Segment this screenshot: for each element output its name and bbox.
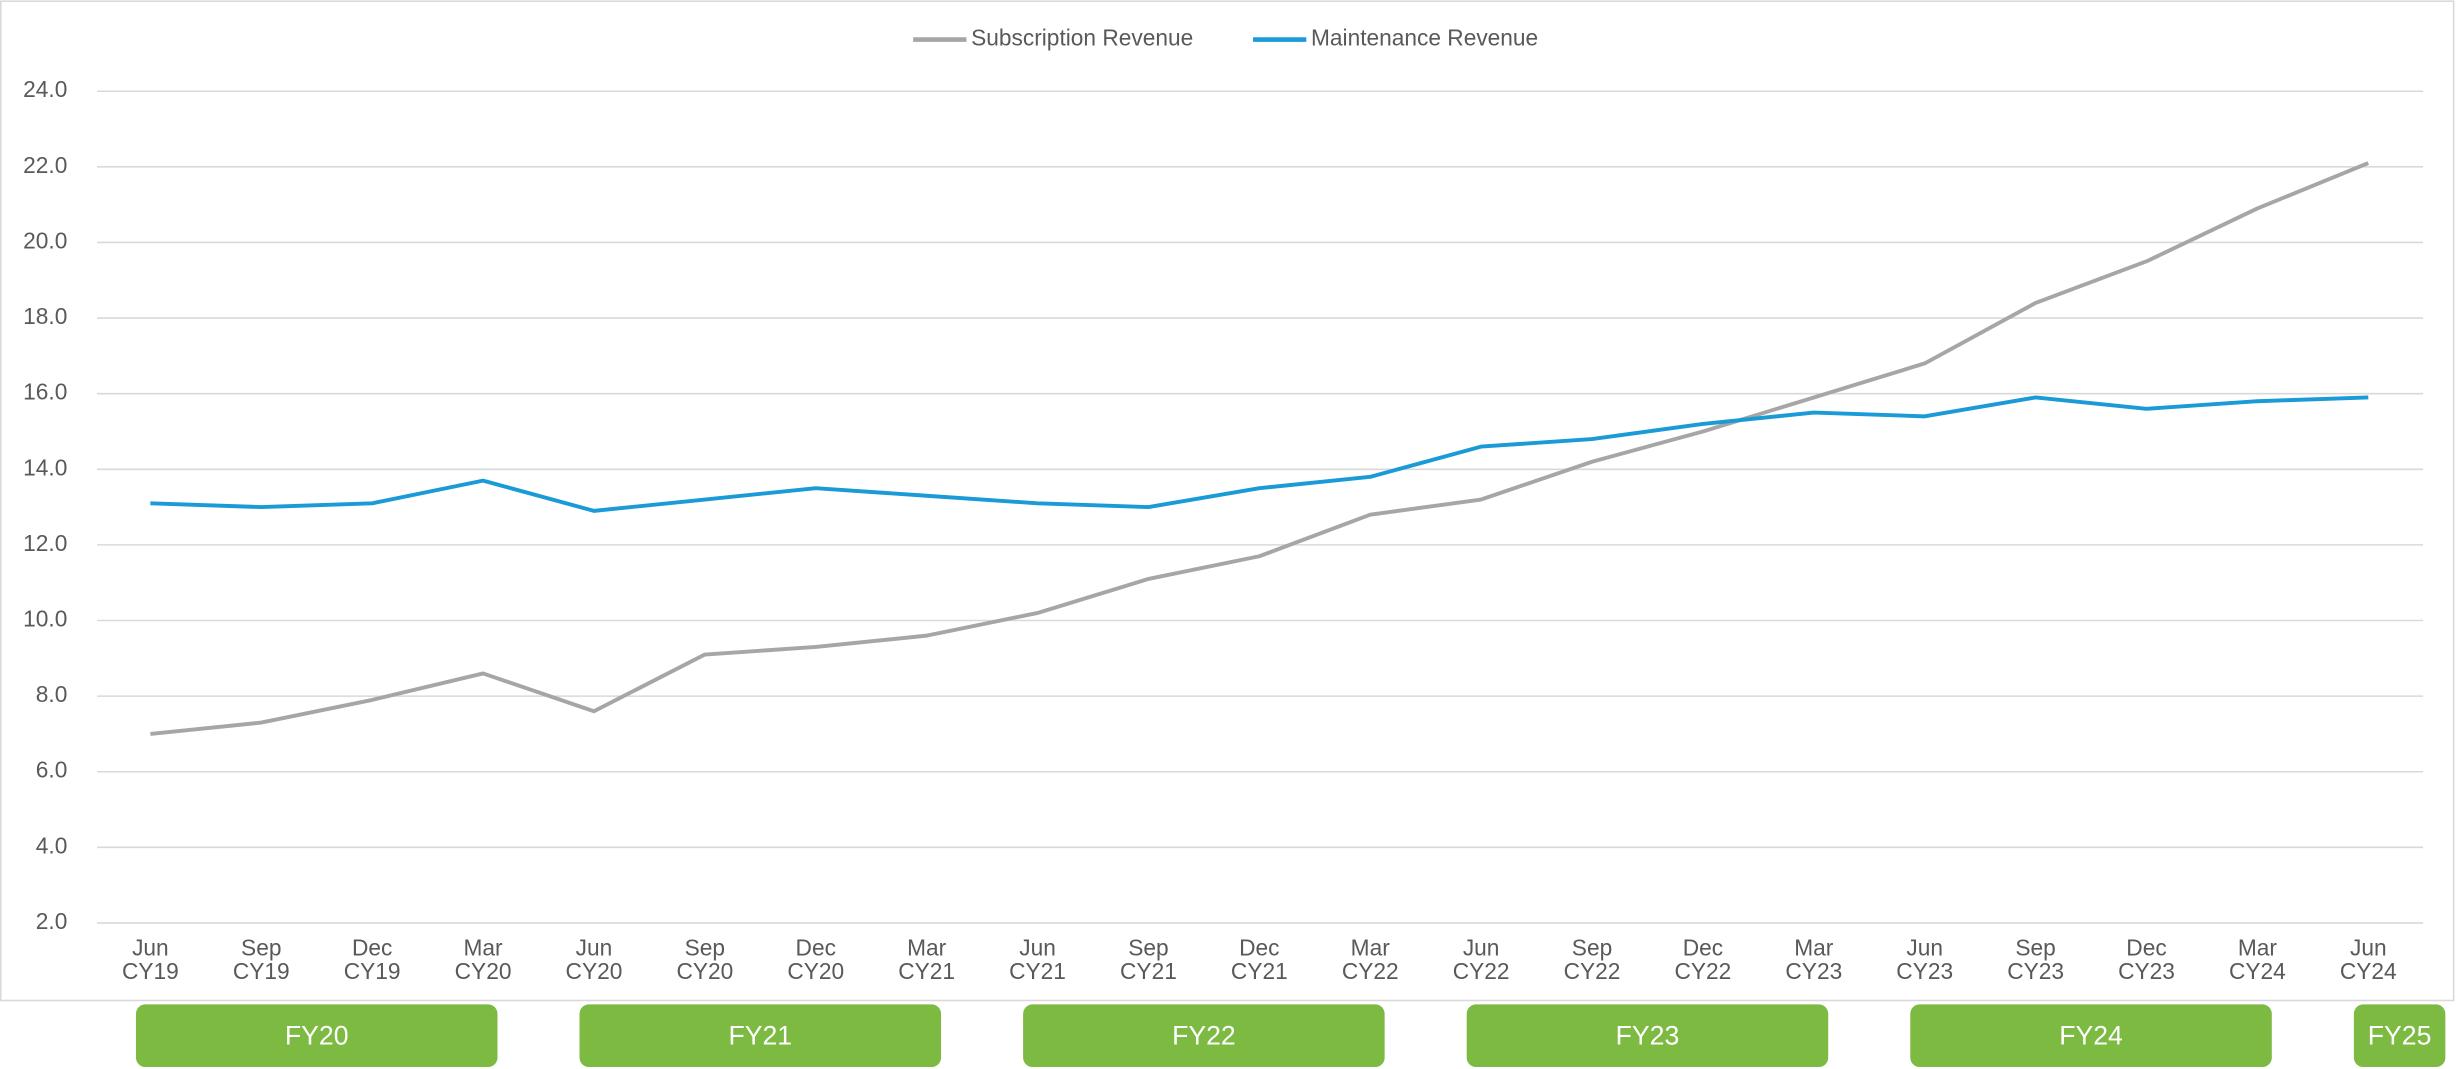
y-tick-label: 6.0 [36, 757, 68, 783]
fiscal-year-box [135, 1004, 498, 1068]
x-tick-label: CY23 [1785, 958, 1842, 984]
x-tick-label: CY21 [1120, 958, 1177, 984]
x-tick-label: Jun [1019, 935, 1056, 961]
x-tick-label: Sep [1572, 935, 1612, 961]
x-tick-label: CY24 [2229, 958, 2286, 984]
fiscal-year-label: FY21 [728, 1020, 792, 1050]
x-tick-label: Jun [576, 935, 613, 961]
x-tick-label: Mar [1351, 935, 1391, 961]
x-tick-label: CY22 [1564, 958, 1621, 984]
y-tick-label: 14.0 [23, 454, 67, 480]
fiscal-year-box [1466, 1004, 1829, 1068]
x-tick-label: CY23 [2118, 958, 2175, 984]
y-tick-label: 18.0 [23, 303, 67, 329]
x-tick-label: Sep [241, 935, 281, 961]
series-line [150, 161, 2370, 736]
fiscal-year-box [1023, 1004, 1385, 1068]
y-tick-label: 8.0 [36, 681, 68, 707]
y-tick-label: 4.0 [36, 832, 68, 858]
fiscal-year-label: FY20 [285, 1020, 349, 1050]
x-tick-label: Jun [1906, 935, 1943, 961]
x-tick-label: CY20 [566, 958, 623, 984]
y-tick-label: 2.0 [36, 908, 68, 934]
fiscal-year-box [1910, 1004, 2272, 1068]
y-tick-label: 24.0 [23, 76, 67, 102]
x-tick-label: Jun [132, 935, 169, 961]
y-tick-label: 22.0 [23, 152, 67, 178]
fiscal-year-label: FY24 [2059, 1020, 2123, 1050]
x-tick-label: CY20 [676, 958, 733, 984]
x-tick-label: CY22 [1453, 958, 1510, 984]
x-tick-label: Dec [1683, 935, 1723, 961]
y-tick-label: 16.0 [23, 379, 67, 405]
legend-label: Maintenance Revenue [1311, 25, 1538, 51]
x-tick-label: CY21 [1231, 958, 1288, 984]
x-tick-label: CY22 [1675, 958, 1732, 984]
x-tick-label: Mar [907, 935, 947, 961]
x-tick-label: Jun [2350, 935, 2387, 961]
fiscal-year-label: FY25 [2368, 1020, 2432, 1050]
x-tick-label: CY21 [898, 958, 955, 984]
fiscal-year-box [2353, 1004, 2446, 1068]
x-tick-label: Dec [2126, 935, 2166, 961]
fiscal-year-label: FY22 [1172, 1020, 1236, 1050]
x-tick-label: CY23 [1896, 958, 1953, 984]
x-tick-label: CY21 [1009, 958, 1066, 984]
x-tick-label: Dec [796, 935, 836, 961]
x-tick-label: CY23 [2007, 958, 2064, 984]
series-line [150, 395, 2369, 513]
legend-label: Subscription Revenue [971, 25, 1193, 51]
x-tick-label: Sep [1128, 935, 1168, 961]
x-tick-label: Jun [1463, 935, 1500, 961]
x-tick-label: CY19 [122, 958, 179, 984]
chart-border [0, 0, 2455, 1002]
x-tick-label: CY20 [455, 958, 512, 984]
x-tick-label: Mar [2238, 935, 2278, 961]
x-tick-label: Mar [1794, 935, 1834, 961]
x-tick-label: CY19 [344, 958, 401, 984]
y-tick-label: 20.0 [23, 227, 67, 253]
x-tick-label: Dec [352, 935, 392, 961]
x-tick-label: Sep [685, 935, 725, 961]
y-tick-label: 12.0 [23, 530, 67, 556]
fiscal-year-box [579, 1004, 942, 1068]
y-tick-label: 10.0 [23, 606, 67, 632]
x-tick-label: CY22 [1342, 958, 1399, 984]
x-tick-label: CY19 [233, 958, 290, 984]
x-tick-label: Mar [464, 935, 504, 961]
x-tick-label: Dec [1239, 935, 1279, 961]
x-tick-label: CY24 [2340, 958, 2397, 984]
fiscal-year-label: FY23 [1616, 1020, 1680, 1050]
x-tick-label: CY20 [787, 958, 844, 984]
x-tick-label: Sep [2015, 935, 2055, 961]
